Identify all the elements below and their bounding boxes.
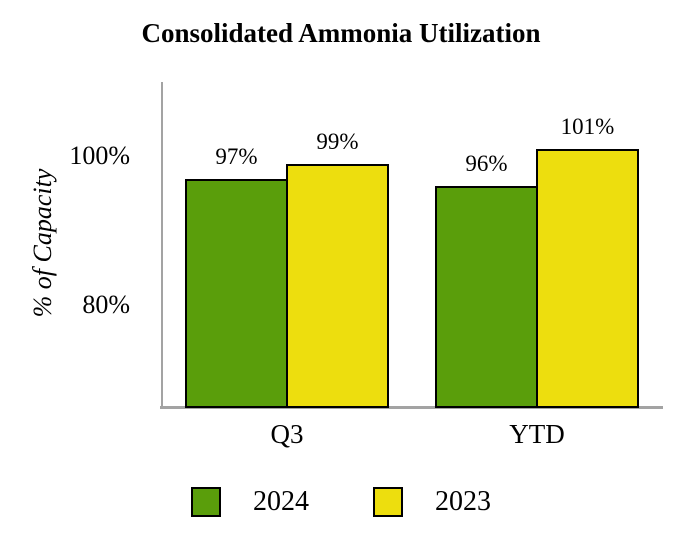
category-label-ytd: YTD [509,419,565,449]
bar-value-label: 96% [465,151,508,176]
legend-item-2024: 2024 [191,486,309,518]
y-tick-label: 100% [69,141,130,170]
bar-2023-ytd [536,149,639,408]
legend-swatch-2024 [191,487,221,517]
chart-title: Consolidated Ammonia Utilization [141,18,541,48]
legend-swatch-2023 [373,487,403,517]
y-axis-line [161,82,163,409]
legend-label: 2024 [253,486,309,517]
legend-label: 2023 [435,486,491,517]
legend: 2024 2023 [0,486,682,518]
bar-value-label: 97% [215,144,258,169]
bar-2024-q3 [185,179,288,408]
bar-2023-q3 [286,164,389,408]
y-axis-title: % of Capacity [28,168,57,318]
bar-2024-ytd [435,186,538,408]
category-label-q3: Q3 [270,419,304,449]
bar-value-label: 101% [560,114,615,139]
legend-item-2023: 2023 [373,486,491,518]
y-tick-label: 80% [82,290,130,319]
x-axis-line [160,406,663,409]
bar-value-label: 99% [316,129,359,154]
